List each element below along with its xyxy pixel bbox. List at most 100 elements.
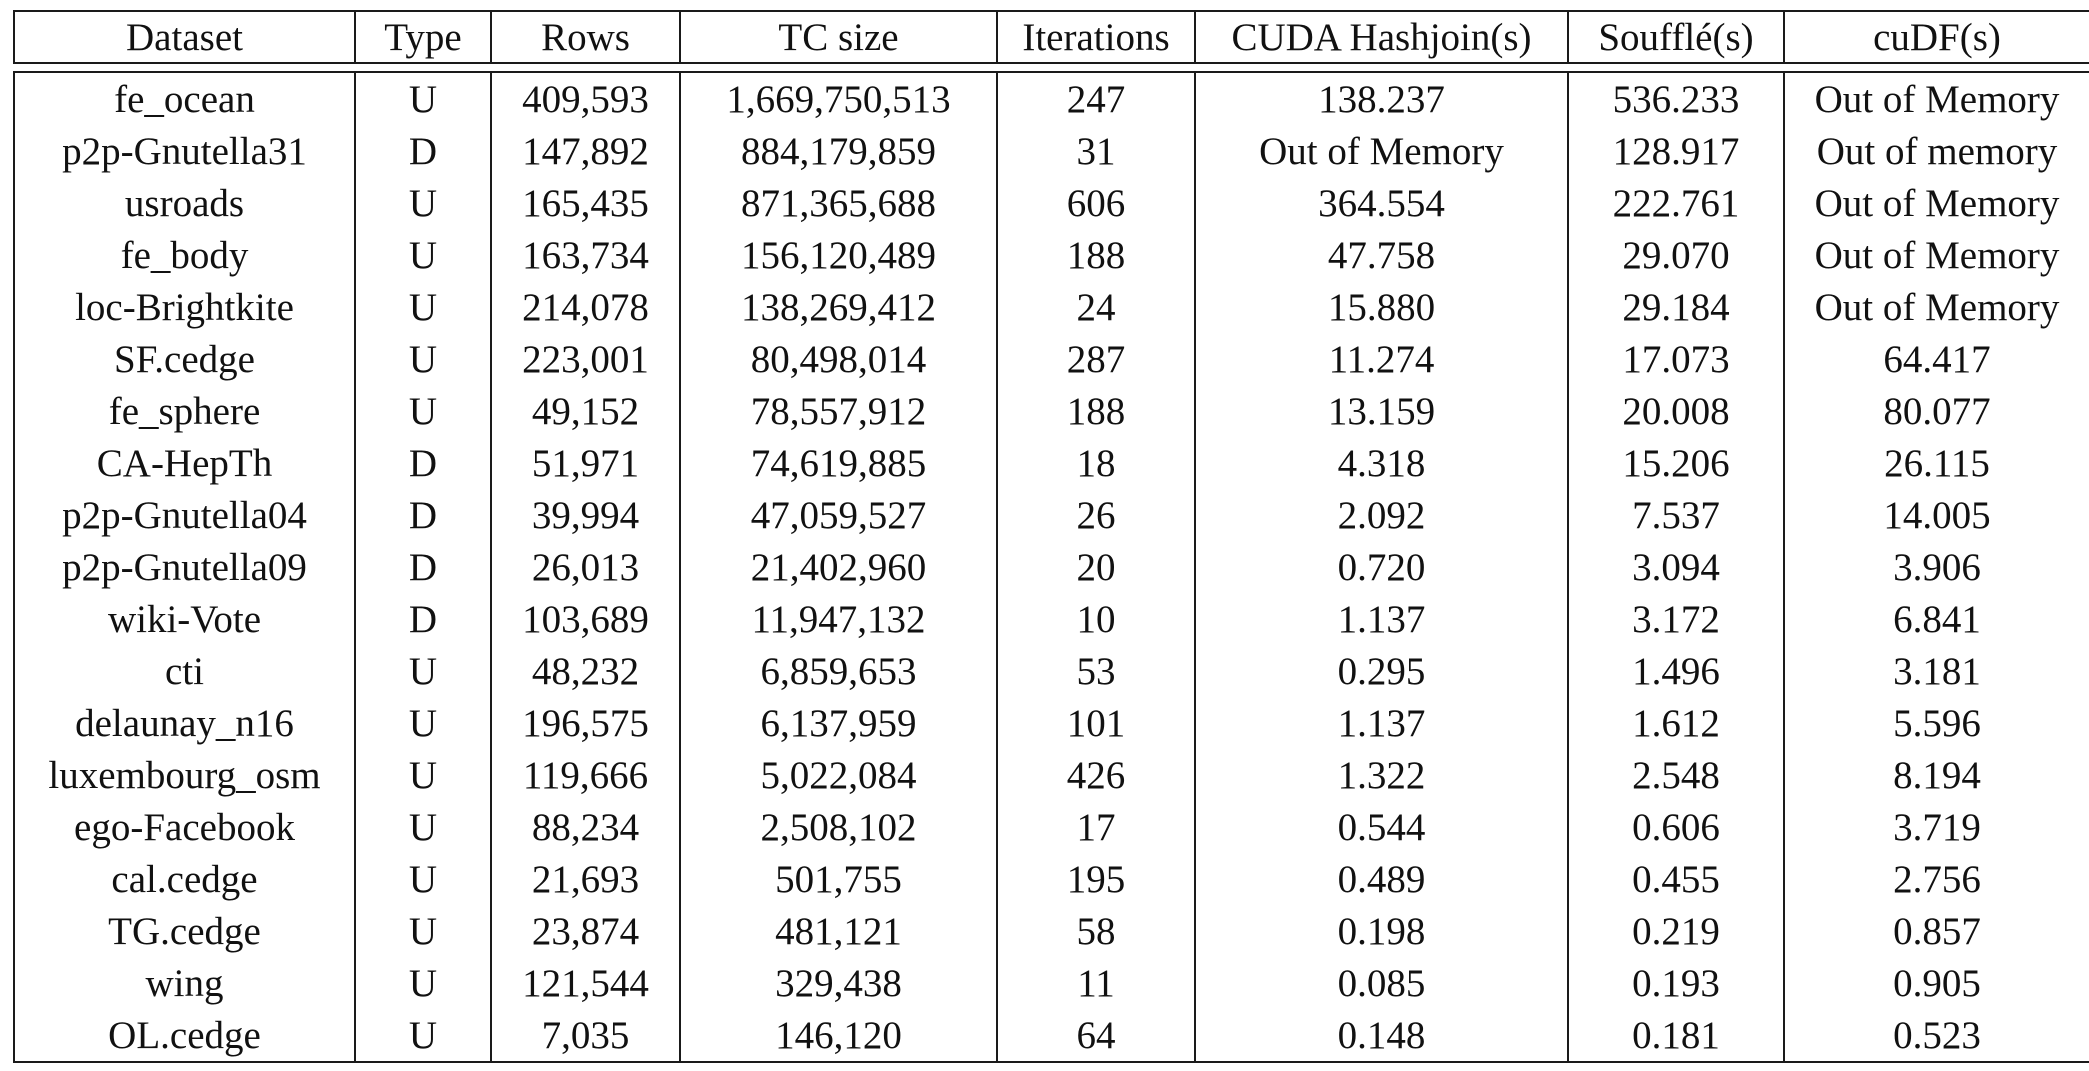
- cell-souffle: 7.537: [1567, 489, 1785, 541]
- cell-tc-size: 138,269,412: [679, 281, 998, 333]
- cell-cudf: 0.905: [1783, 957, 2089, 1009]
- cell-iterations: 287: [996, 333, 1196, 385]
- cell-dataset: SF.cedge: [13, 333, 356, 385]
- cell-tc-size: 80,498,014: [679, 333, 998, 385]
- cell-type: U: [354, 853, 492, 905]
- cell-dataset: usroads: [13, 177, 356, 229]
- cell-type: D: [354, 437, 492, 489]
- cell-cuda-hashjoin: 0.148: [1194, 1009, 1569, 1063]
- cell-dataset: fe_ocean: [13, 72, 356, 125]
- cell-tc-size: 481,121: [679, 905, 998, 957]
- cropped-caption-line: [0, 0, 2089, 10]
- cell-type: U: [354, 697, 492, 749]
- cell-dataset: cti: [13, 645, 356, 697]
- cell-iterations: 20: [996, 541, 1196, 593]
- cell-souffle: 1.612: [1567, 697, 1785, 749]
- cell-cudf: 3.719: [1783, 801, 2089, 853]
- table-row: p2p-Gnutella31 D 147,892 884,179,859 31 Out o…: [13, 125, 2089, 177]
- cell-iterations: 53: [996, 645, 1196, 697]
- cell-cuda-hashjoin: 11.274: [1194, 333, 1569, 385]
- cell-souffle: 536.233: [1567, 72, 1785, 125]
- cell-cudf: 26.115: [1783, 437, 2089, 489]
- cell-dataset: fe_body: [13, 229, 356, 281]
- cell-rows: 196,575: [490, 697, 681, 749]
- cell-dataset: p2p-Gnutella04: [13, 489, 356, 541]
- cell-souffle: 20.008: [1567, 385, 1785, 437]
- cell-cuda-hashjoin: 1.322: [1194, 749, 1569, 801]
- header-iterations: Iterations: [996, 10, 1196, 64]
- cell-tc-size: 871,365,688: [679, 177, 998, 229]
- cell-souffle: 0.193: [1567, 957, 1785, 1009]
- cell-iterations: 58: [996, 905, 1196, 957]
- cell-cudf: Out of Memory: [1783, 281, 2089, 333]
- cell-iterations: 11: [996, 957, 1196, 1009]
- cell-cudf: 6.841: [1783, 593, 2089, 645]
- cell-dataset: p2p-Gnutella09: [13, 541, 356, 593]
- cell-tc-size: 146,120: [679, 1009, 998, 1063]
- table-row: p2p-Gnutella09 D 26,013 21,402,960 20 0.720 3.…: [13, 541, 2089, 593]
- table-row: delaunay_n16 U 196,575 6,137,959 101 1.137 1.6…: [13, 697, 2089, 749]
- cell-type: U: [354, 801, 492, 853]
- cell-tc-size: 74,619,885: [679, 437, 998, 489]
- header-cuda-hashjoin: CUDA Hashjoin(s): [1194, 10, 1569, 64]
- cell-souffle: 29.184: [1567, 281, 1785, 333]
- cell-souffle: 0.455: [1567, 853, 1785, 905]
- cell-cuda-hashjoin: 47.758: [1194, 229, 1569, 281]
- cell-iterations: 247: [996, 72, 1196, 125]
- table-row: wing U 121,544 329,438 11 0.085 0.193 0.905: [13, 957, 2089, 1009]
- cell-rows: 51,971: [490, 437, 681, 489]
- table-row: cti U 48,232 6,859,653 53 0.295 1.496 3.181: [13, 645, 2089, 697]
- cell-type: U: [354, 1009, 492, 1063]
- cell-cuda-hashjoin: 0.295: [1194, 645, 1569, 697]
- cell-dataset: wing: [13, 957, 356, 1009]
- cell-tc-size: 5,022,084: [679, 749, 998, 801]
- cell-cudf: 14.005: [1783, 489, 2089, 541]
- header-dataset: Dataset: [13, 10, 356, 64]
- cell-iterations: 64: [996, 1009, 1196, 1063]
- cell-rows: 39,994: [490, 489, 681, 541]
- header-tc-size: TC size: [679, 10, 998, 64]
- cell-rows: 223,001: [490, 333, 681, 385]
- table-row: fe_sphere U 49,152 78,557,912 188 13.159 20.00…: [13, 385, 2089, 437]
- cell-tc-size: 501,755: [679, 853, 998, 905]
- table-row: fe_body U 163,734 156,120,489 188 47.758 29.07…: [13, 229, 2089, 281]
- cell-cuda-hashjoin: 13.159: [1194, 385, 1569, 437]
- cell-cudf: Out of Memory: [1783, 72, 2089, 125]
- cell-tc-size: 884,179,859: [679, 125, 998, 177]
- cell-iterations: 24: [996, 281, 1196, 333]
- cell-rows: 21,693: [490, 853, 681, 905]
- table-row: loc-Brightkite U 214,078 138,269,412 24 15.88…: [13, 281, 2089, 333]
- results-table: Dataset Type Rows TC size Iterations CUD…: [13, 10, 2089, 1063]
- table-row: luxembourg_osm U 119,666 5,022,084 426 1.322 2…: [13, 749, 2089, 801]
- cell-iterations: 10: [996, 593, 1196, 645]
- cell-type: D: [354, 489, 492, 541]
- cell-dataset: OL.cedge: [13, 1009, 356, 1063]
- cell-cuda-hashjoin: 0.720: [1194, 541, 1569, 593]
- cell-dataset: fe_sphere: [13, 385, 356, 437]
- cell-rows: 214,078: [490, 281, 681, 333]
- cell-type: U: [354, 333, 492, 385]
- cell-souffle: 0.606: [1567, 801, 1785, 853]
- cell-cuda-hashjoin: 2.092: [1194, 489, 1569, 541]
- cell-type: U: [354, 385, 492, 437]
- table-header-row: Dataset Type Rows TC size Iterations CUD…: [13, 10, 2089, 64]
- cell-iterations: 188: [996, 385, 1196, 437]
- cell-souffle: 128.917: [1567, 125, 1785, 177]
- cell-tc-size: 47,059,527: [679, 489, 998, 541]
- table-row: usroads U 165,435 871,365,688 606 364.554 222.…: [13, 177, 2089, 229]
- cell-cudf: 0.857: [1783, 905, 2089, 957]
- cell-type: U: [354, 229, 492, 281]
- cell-souffle: 17.073: [1567, 333, 1785, 385]
- cell-tc-size: 6,859,653: [679, 645, 998, 697]
- cell-type: U: [354, 645, 492, 697]
- header-type: Type: [354, 10, 492, 64]
- cell-type: U: [354, 749, 492, 801]
- cell-iterations: 426: [996, 749, 1196, 801]
- cell-cudf: 3.181: [1783, 645, 2089, 697]
- cell-iterations: 17: [996, 801, 1196, 853]
- cell-tc-size: 78,557,912: [679, 385, 998, 437]
- cell-rows: 147,892: [490, 125, 681, 177]
- cell-cudf: 0.523: [1783, 1009, 2089, 1063]
- cell-type: U: [354, 281, 492, 333]
